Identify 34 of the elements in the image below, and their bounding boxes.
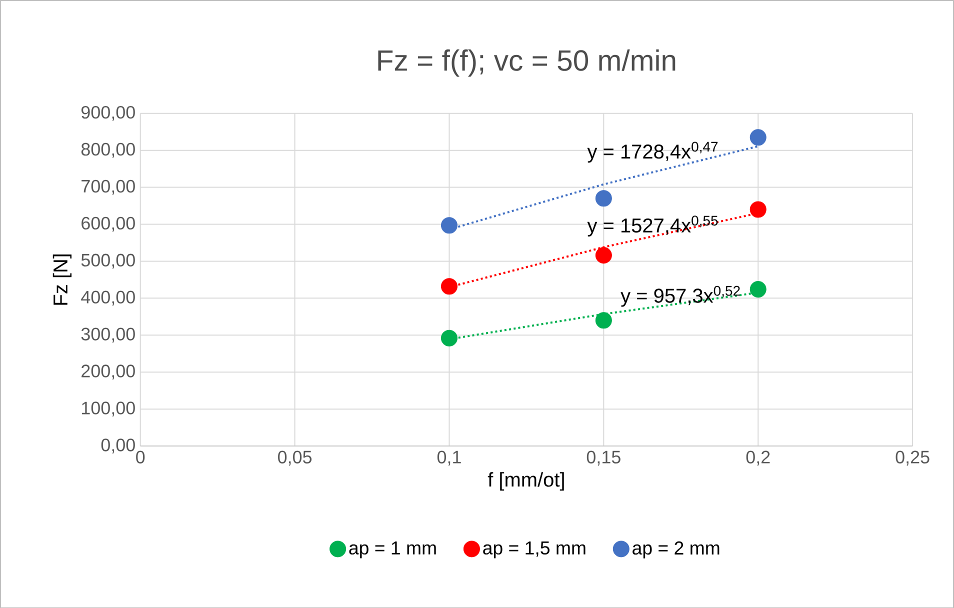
y-axis-title: Fz [N]	[52, 254, 72, 305]
point	[750, 280, 766, 298]
point	[595, 246, 612, 264]
y-tick-label: 100,00	[82, 401, 135, 416]
legend-label: ap = 1 mm	[349, 541, 436, 558]
x-tick-label: 0	[136, 450, 145, 464]
point	[595, 312, 612, 328]
annotation: y = 1527,4x$^{0,55}$	[587, 216, 718, 236]
y-tick-label: 300,00	[81, 328, 135, 342]
legend-label: ap = 1,5 mm	[483, 541, 586, 558]
x-tick-label: 0,2	[746, 450, 770, 466]
legend-label: ap = 2 mm	[632, 541, 720, 558]
chart-title: Fz = f(f); vc = 50 m/min	[378, 49, 676, 77]
annotation: y = 1728,4x$^{0,47}$	[587, 142, 718, 162]
y-tick-label: 400,00	[81, 290, 135, 306]
point	[440, 330, 458, 346]
point	[750, 128, 766, 146]
point	[750, 201, 766, 218]
x-tick-label: 0,1	[437, 450, 461, 466]
x-tick-label: 0,15	[586, 450, 620, 466]
y-tick-label: 200,00	[82, 364, 135, 380]
x-tick-label: 0,25	[896, 450, 930, 466]
y-tick-label: 900,00	[81, 106, 135, 121]
point	[595, 190, 612, 206]
x-axis-title: f [mm/ot]	[488, 472, 564, 491]
x-tick-label: 0,05	[278, 450, 312, 466]
annotation: y = 957,3x$^{0,52}$	[620, 286, 740, 307]
point	[440, 278, 458, 294]
y-tick-label: 700,00	[82, 180, 135, 195]
y-tick-label: 0,00	[101, 438, 135, 454]
y-tick-label: 600,00	[82, 216, 135, 232]
y-tick-label: 500,00	[81, 254, 135, 268]
y-tick-label: 800,00	[81, 142, 135, 158]
point	[440, 216, 458, 234]
